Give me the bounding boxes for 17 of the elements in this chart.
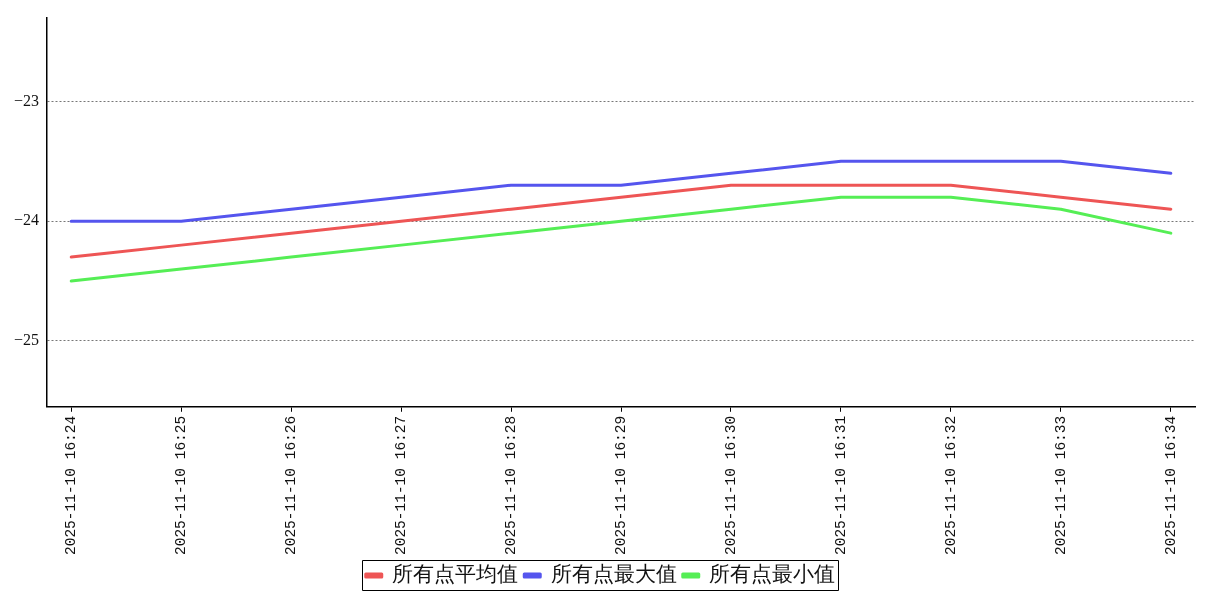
y-tick-label: −24: [13, 211, 40, 229]
x-tick-label: 2025-11-10 16:33: [1052, 415, 1069, 556]
x-tick-label: 2025-11-10 16:28: [502, 415, 519, 556]
x-tick-label: 2025-11-10 16:34: [1162, 415, 1179, 556]
x-tick-label: 2025-11-10 16:24: [63, 415, 80, 556]
legend-label: 所有点最大值: [550, 562, 677, 587]
y-tick-label: −23: [13, 91, 40, 109]
x-tick-label: 2025-11-10 16:32: [942, 415, 959, 556]
legend-label: 所有点平均值: [392, 562, 519, 587]
x-tick-label: 2025-11-10 16:31: [832, 415, 849, 556]
legend-label: 所有点最小值: [709, 562, 836, 587]
x-tick-label: 2025-11-10 16:29: [612, 415, 629, 556]
y-tick-label: −25: [13, 331, 40, 349]
x-tick-label: 2025-11-10 16:27: [392, 415, 409, 556]
x-tick-label: 2025-11-10 16:25: [173, 415, 190, 556]
x-tick-label: 2025-11-10 16:30: [722, 415, 739, 556]
x-tick-label: 2025-11-10 16:26: [282, 415, 299, 556]
